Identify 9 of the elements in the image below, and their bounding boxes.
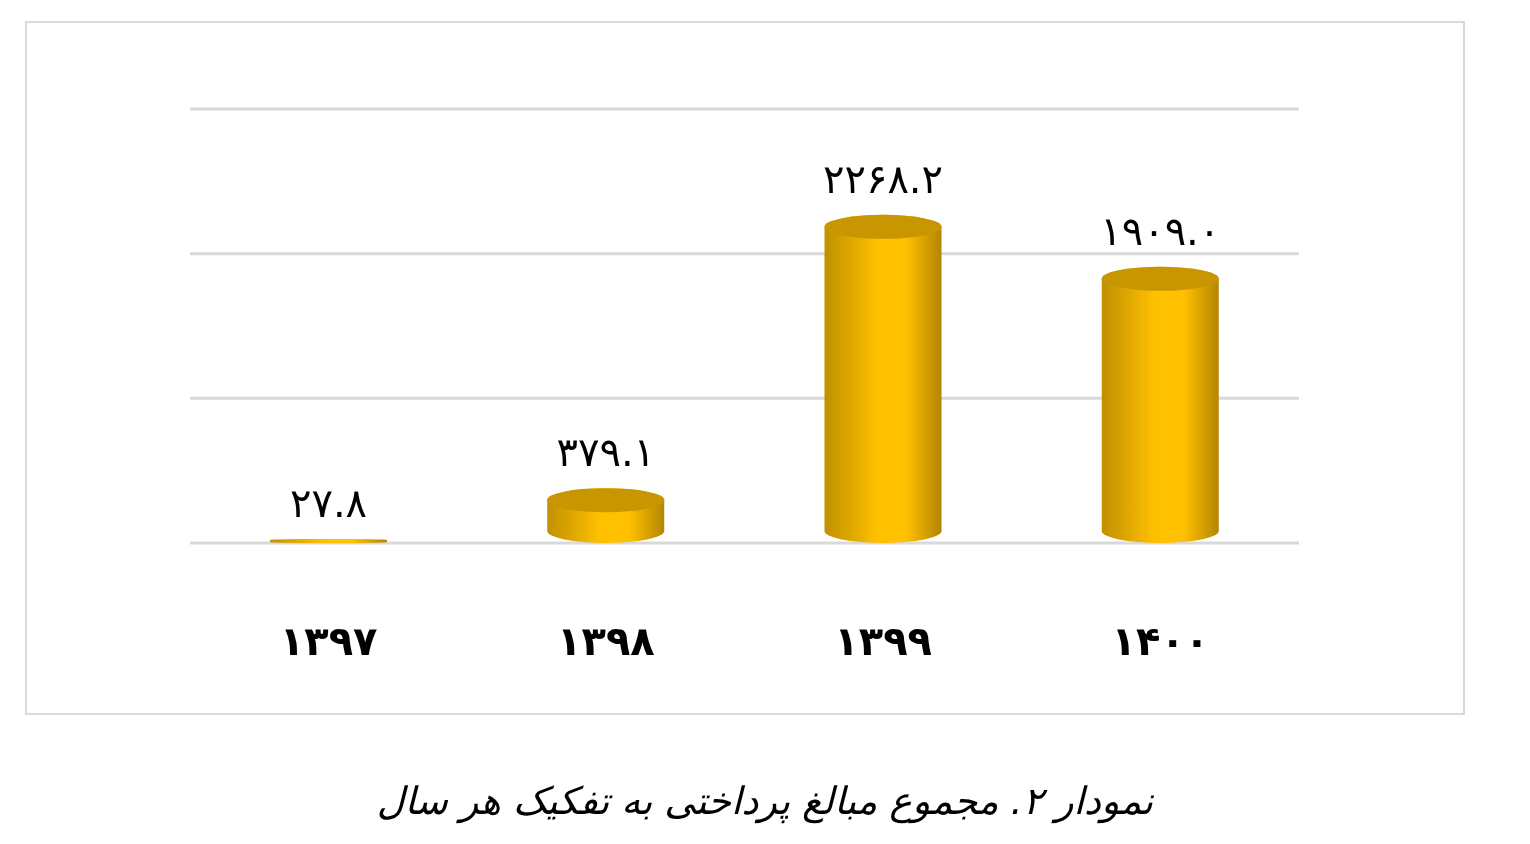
x-tick-label: ۱۳۹۷: [279, 618, 378, 665]
text: نمودار ۲. مجموع مبالغ پرداختی به تفکیک هر سال: [375, 779, 1155, 823]
x-tick-label: ۱۴۰۰: [1111, 618, 1210, 665]
data-label: ۳۷۹.۱: [556, 429, 656, 476]
data-label: ۱۹۰۹.۰: [1100, 207, 1221, 254]
x-tick-label: ۱۳۹۹: [834, 618, 932, 665]
x-tick-label: ۱۳۹۸: [557, 618, 655, 665]
data-label: ۲۷.۸: [289, 479, 368, 526]
data-label: ۲۲۶۸.۲: [822, 155, 944, 202]
